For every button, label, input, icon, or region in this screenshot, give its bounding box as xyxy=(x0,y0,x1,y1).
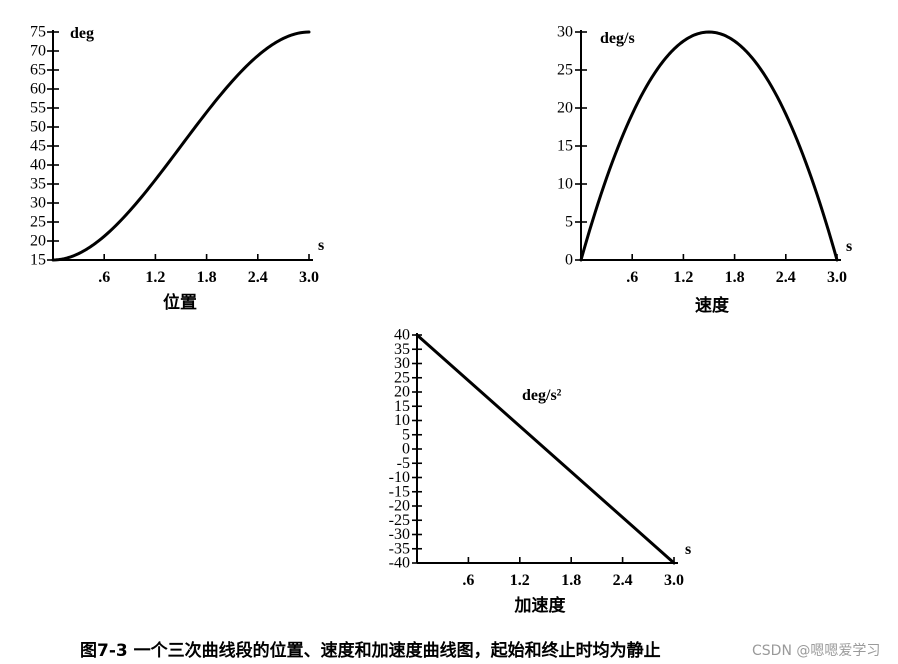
y-tick-label: 10 xyxy=(394,412,410,429)
y-tick-label: 70 xyxy=(30,43,46,60)
y-tick-label: 60 xyxy=(30,81,46,98)
y-tick-label: -10 xyxy=(389,469,410,486)
y-tick-label: 5 xyxy=(402,426,410,443)
y-tick-label: 15 xyxy=(394,398,410,415)
y-tick-label: 30 xyxy=(557,24,573,41)
plot-subtitle: 速度 xyxy=(695,295,730,316)
plot-subtitle: 位置 xyxy=(163,292,197,313)
x-tick-label: 2.4 xyxy=(613,572,633,589)
y-tick-label: 15 xyxy=(557,138,573,155)
y-tick-label: -35 xyxy=(389,540,410,557)
y-unit-label: deg/s xyxy=(600,30,635,47)
x-tick-label: 1.8 xyxy=(561,572,581,589)
x-tick-label: 3.0 xyxy=(299,269,319,286)
y-tick-label: 0 xyxy=(402,441,410,458)
series-line xyxy=(51,30,311,262)
x-tick-label: 1.2 xyxy=(510,572,530,589)
y-tick-label: 35 xyxy=(30,176,46,193)
x-tick-label: 1.2 xyxy=(145,269,165,286)
y-tick-label: 35 xyxy=(394,341,410,358)
y-unit-label: deg/s² xyxy=(522,387,562,404)
x-tick-label: .6 xyxy=(98,269,110,286)
y-tick-label: -30 xyxy=(389,526,410,543)
x-tick-label: 1.2 xyxy=(673,269,693,286)
y-tick-label: 30 xyxy=(30,195,46,212)
y-tick-label: 55 xyxy=(30,100,46,117)
watermark: CSDN @嗯嗯爱学习 xyxy=(752,643,881,659)
figure-caption: 图7-3 一个三次曲线段的位置、速度和加速度曲线图，起始和终止时均为静止 xyxy=(80,641,661,661)
y-tick-label: 65 xyxy=(30,62,46,79)
y-tick-label: -25 xyxy=(389,512,410,529)
y-tick-label: 10 xyxy=(557,176,573,193)
velocity-plot: 0 5 10 15 20 25 30 .6 1.2 1.8 2.4 3.0 deg/s s 速度 xyxy=(557,24,852,316)
x-tick-label: 2.4 xyxy=(248,269,268,286)
y-tick-label: 75 xyxy=(30,24,46,41)
y-tick-label: 20 xyxy=(557,100,573,117)
x-tick-label: 3.0 xyxy=(827,269,847,286)
y-tick-label: 25 xyxy=(30,214,46,231)
y-unit-label: deg xyxy=(70,25,94,42)
y-tick-label: -20 xyxy=(389,498,410,515)
y-tick-label: 25 xyxy=(394,369,410,386)
x-tick-label: 2.4 xyxy=(776,269,796,286)
y-tick-label: 45 xyxy=(30,138,46,155)
y-tick-label: 15 xyxy=(30,252,46,269)
y-tick-label: 40 xyxy=(30,157,46,174)
y-tick-label: 40 xyxy=(394,327,410,344)
y-tick-label: 20 xyxy=(30,233,46,250)
acceleration-plot: 4035302520151050-5-10-15-20-25-30-35-40.… xyxy=(389,327,692,616)
y-tick-label: 5 xyxy=(565,214,573,231)
x-unit-label: s xyxy=(846,238,852,255)
x-unit-label: s xyxy=(318,237,324,254)
x-tick-label: 3.0 xyxy=(664,572,684,589)
series-line xyxy=(579,30,839,262)
x-unit-label: s xyxy=(685,541,691,558)
y-tick-label: 25 xyxy=(557,62,573,79)
x-tick-label: .6 xyxy=(626,269,638,286)
y-tick-label: -5 xyxy=(397,455,410,472)
y-tick-label: -40 xyxy=(389,555,410,572)
y-tick-label: 0 xyxy=(565,252,573,269)
plot-subtitle: 加速度 xyxy=(514,595,567,616)
x-tick-label: 1.8 xyxy=(197,269,217,286)
position-plot: 15 20 25 30 35 40 45 50 55 60 65 70 75 .6 1.2 1.8 2.4 3.0… xyxy=(30,24,324,313)
y-tick-label: -15 xyxy=(389,483,410,500)
y-tick-label: 30 xyxy=(394,355,410,372)
x-tick-label: .6 xyxy=(462,572,474,589)
y-tick-label: 20 xyxy=(394,384,410,401)
series-line xyxy=(415,333,676,565)
x-tick-label: 1.8 xyxy=(725,269,745,286)
y-tick-label: 50 xyxy=(30,119,46,136)
